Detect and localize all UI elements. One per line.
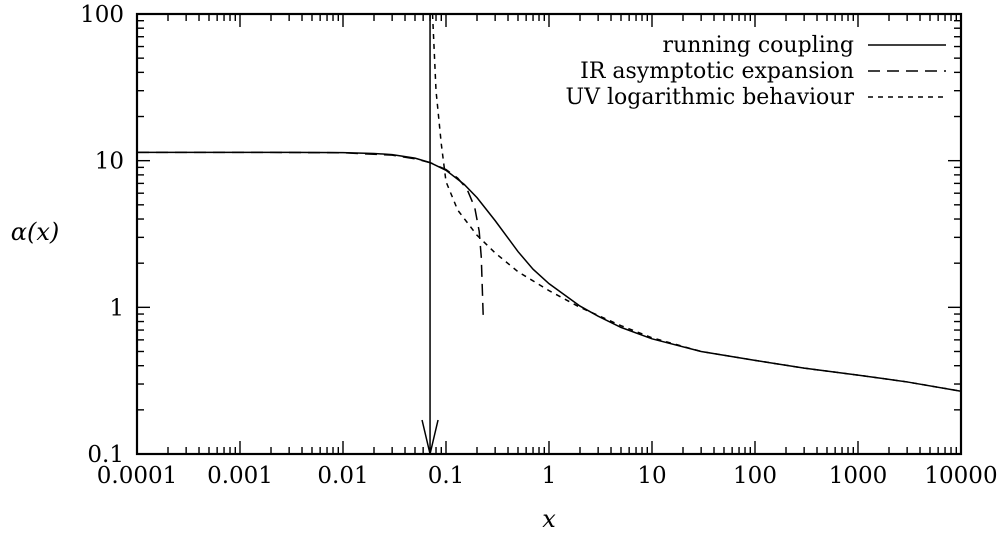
y-tick-label: 10: [95, 149, 124, 175]
annotation-arrow-head: [421, 419, 439, 455]
x-tick-label: 10000: [924, 463, 997, 489]
y-tick-label: 1: [109, 295, 124, 321]
series-line-dashed: [137, 151, 485, 318]
x-tick-label: 0.01: [317, 463, 368, 489]
axis-ticks: [136, 13, 962, 455]
y-tick-label: 100: [80, 2, 124, 28]
legend-label: running coupling: [663, 33, 854, 58]
y-tick-label: 0.1: [87, 442, 124, 468]
x-tick-label: 0.0001: [97, 463, 177, 489]
annotation-arrow-group: [421, 14, 439, 455]
x-tick-label: 1: [542, 463, 557, 489]
x-tick-label: 10: [637, 463, 666, 489]
tick-labels: 0.0001 0.001 0.01 0.1 1 10 100 1000 10000 0.1 1 10 1…: [80, 2, 997, 489]
x-tick-label: 0.001: [207, 463, 273, 489]
legend-label: UV logarithmic behaviour: [566, 85, 855, 110]
x-tick-label: 1000: [829, 463, 888, 489]
x-tick-label: 0.1: [428, 463, 465, 489]
series-group: [137, 13, 962, 392]
x-tick-label: 100: [733, 463, 777, 489]
series-line-dotted: [431, 13, 962, 392]
y-axis-label: α(x): [11, 218, 59, 246]
plot-area: [135, 12, 963, 456]
plot-frame: [135, 12, 963, 456]
legend-label: IR asymptotic expansion: [580, 59, 854, 84]
x-axis-label: x: [542, 505, 556, 533]
